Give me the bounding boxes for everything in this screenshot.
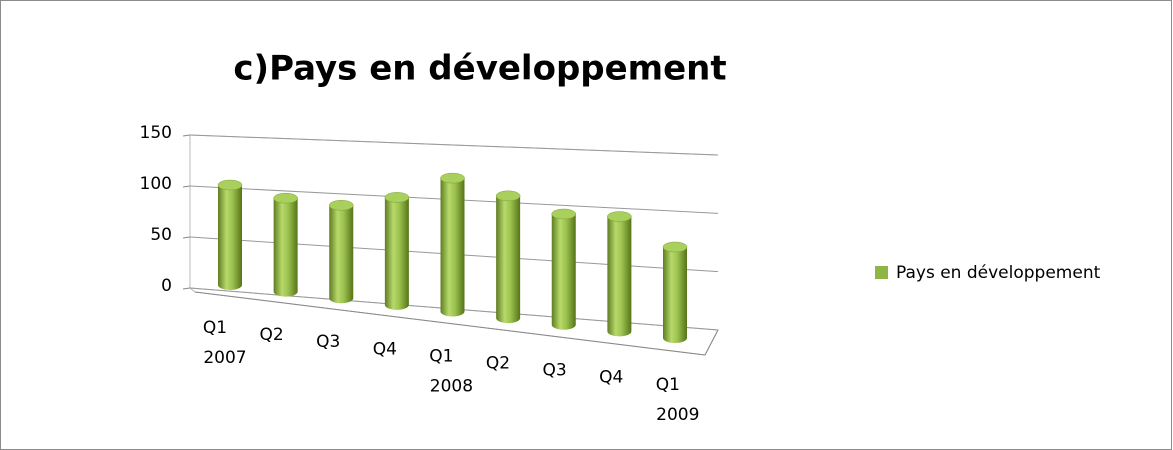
bar xyxy=(384,197,409,310)
y-tick-label: 0 xyxy=(161,276,172,296)
cylinder xyxy=(217,179,243,290)
cylinder xyxy=(495,190,521,324)
cylinder-top xyxy=(607,211,632,222)
cylinder-top xyxy=(217,179,243,191)
legend-swatch xyxy=(875,266,888,279)
x-tick-label: Q2 xyxy=(259,325,283,345)
tick-mark xyxy=(182,287,191,290)
y-tick-label: 150 xyxy=(140,123,172,143)
cylinder-top xyxy=(495,190,521,202)
legend-label: Pays en développement xyxy=(896,263,1101,283)
x-tick-label: Q4 xyxy=(373,339,397,359)
cylinder xyxy=(662,241,688,343)
bar xyxy=(551,214,576,330)
cylinder-top xyxy=(662,241,688,253)
x-tick-label: Q1 2009 xyxy=(656,375,700,425)
axis xyxy=(704,329,719,356)
cylinder xyxy=(384,192,410,310)
cylinder-top xyxy=(551,208,576,220)
chart-title: c)Pays en développement xyxy=(233,49,726,89)
cylinder xyxy=(440,172,465,317)
tick-mark xyxy=(182,134,191,137)
cylinder-top xyxy=(329,200,354,211)
grid-line xyxy=(189,134,719,156)
cylinder xyxy=(551,208,576,330)
x-tick-label: Q2 xyxy=(486,354,510,374)
bar xyxy=(273,198,298,297)
cylinder xyxy=(329,200,354,304)
bar xyxy=(607,216,632,337)
tick-mark xyxy=(182,236,191,239)
cylinder xyxy=(273,192,298,297)
y-tick-label: 100 xyxy=(140,174,172,194)
x-tick-label: Q1 2007 xyxy=(203,318,247,368)
x-tick-label: Q4 xyxy=(599,368,623,388)
cylinder-top xyxy=(273,192,298,204)
x-tick-label: Q1 2008 xyxy=(429,346,473,396)
bar xyxy=(218,185,242,290)
bar xyxy=(440,178,465,317)
x-tick-label: Q3 xyxy=(542,361,566,381)
x-tick-label: Q3 xyxy=(316,332,340,352)
bar xyxy=(496,195,521,324)
cylinder-top xyxy=(384,192,410,203)
axis xyxy=(194,291,706,356)
bar xyxy=(329,205,354,304)
cylinder-top xyxy=(440,172,465,184)
cylinder xyxy=(607,211,632,337)
tick-mark xyxy=(182,185,191,188)
y-tick-label: 50 xyxy=(150,225,172,245)
bar xyxy=(663,247,687,343)
